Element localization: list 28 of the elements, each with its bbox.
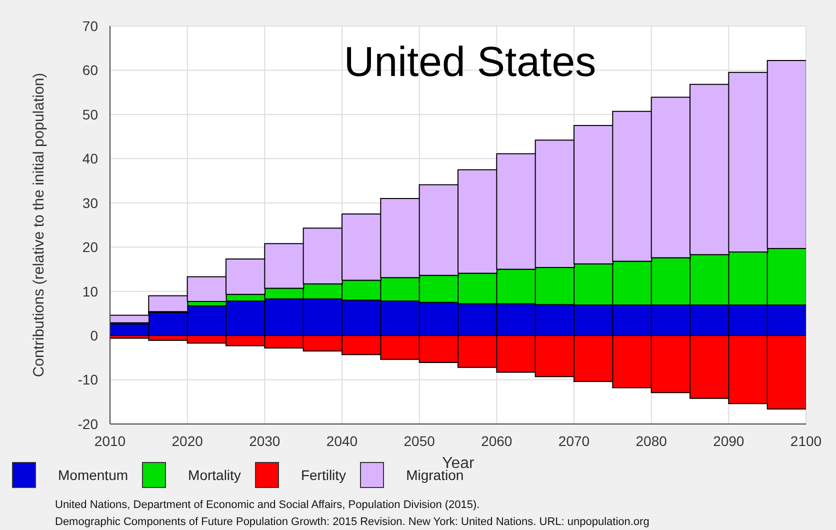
text: United Nations, Department of Economic and Social Affairs, Population Division (2015).	[55, 498, 481, 513]
x-tick-label: 2080	[636, 432, 668, 449]
x-tick-label: 2050	[404, 432, 436, 449]
chart-title: United States	[344, 38, 596, 85]
y-axis-title: Contributions (relative to the initial population)	[30, 72, 48, 378]
y-tick-label: 30	[82, 194, 98, 211]
legend-label: Mortality	[188, 467, 241, 483]
x-tick-label: 2010	[94, 432, 126, 449]
y-tick-label: 70	[82, 18, 98, 34]
legend-label: Fertility	[300, 467, 346, 483]
x-tick-label: 2090	[713, 432, 744, 449]
y-tick-label: -10	[78, 372, 98, 388]
x-tick-label: 2040	[326, 432, 358, 449]
x-tick-label: 2060	[481, 432, 512, 449]
y-tick-label: 40	[82, 150, 98, 167]
text: Demographic Components of Future Population Growth: 2015 Revision. New York: United Nations. URL: unpopulation.org	[55, 515, 650, 530]
y-tick-label: 60	[82, 62, 98, 78]
legend-label: Migration	[406, 467, 464, 483]
y-tick-label: 50	[82, 106, 98, 122]
y-tick-label: 0	[90, 328, 98, 344]
legend-label: Momentum	[58, 467, 128, 483]
x-tick-label: 2020	[172, 432, 204, 449]
x-tick-label: 2070	[558, 432, 590, 449]
y-tick-label: -20	[78, 416, 98, 432]
y-tick-label: 10	[82, 283, 98, 300]
x-tick-label: 2100	[790, 432, 822, 449]
y-tick-label: 20	[82, 239, 98, 256]
x-tick-label: 2030	[249, 432, 280, 449]
